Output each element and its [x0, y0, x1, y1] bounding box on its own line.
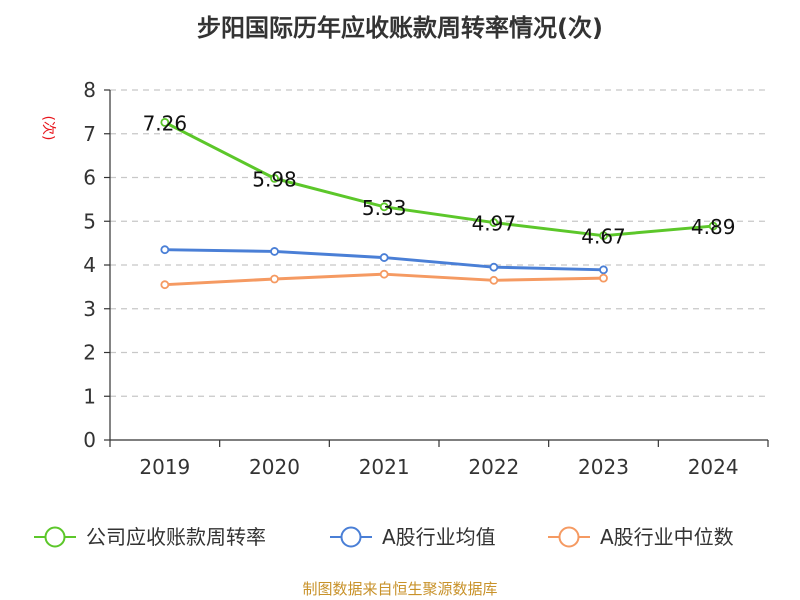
- gridlines: [110, 89, 768, 397]
- y-axis-unit: (次): [40, 116, 56, 141]
- legend-marker: [558, 526, 580, 548]
- data-point: [379, 269, 389, 279]
- data-point: [599, 265, 608, 275]
- x-tick-label: 2024: [688, 455, 739, 479]
- data-point: [270, 247, 279, 256]
- data-label: 7.26: [143, 111, 188, 135]
- x-tick-label: 2020: [249, 455, 300, 479]
- x-tick-label: 2022: [468, 455, 519, 479]
- source-note: 制图数据来自恒生聚源数据库: [302, 580, 497, 598]
- data-point: [270, 173, 279, 183]
- y-tick-label: 7: [83, 122, 96, 146]
- y-tick-labels: 0 1 2 3 4 5 6 7 8: [83, 78, 96, 452]
- data-point: [379, 253, 389, 262]
- y-tick-label: 2: [83, 341, 96, 365]
- axes: [104, 89, 769, 447]
- data-label: 4.89: [691, 215, 736, 239]
- x-tick-label: 2023: [578, 455, 629, 479]
- legend-label: 公司应收账款周转率: [86, 525, 266, 549]
- y-tick-label: 0: [83, 428, 96, 452]
- data-point: [489, 218, 499, 227]
- data-label: 4.97: [472, 212, 517, 236]
- data-point: [160, 117, 170, 127]
- legend-item-0: 公司应收账款周转率: [34, 525, 266, 549]
- legend-item-1: A股行业均值: [330, 525, 496, 549]
- data-point: [599, 273, 608, 283]
- y-tick-label: 1: [83, 384, 96, 408]
- legend-label: A股行业均值: [382, 525, 496, 549]
- legend-marker: [44, 526, 66, 548]
- series-1: [160, 245, 608, 275]
- data-label: 5.98: [252, 167, 297, 191]
- legend-item-2: A股行业中位数: [548, 525, 734, 549]
- chart-title: 步阳国际历年应收账款周转率情况(次): [197, 14, 603, 42]
- legend-marker: [340, 526, 362, 548]
- data-point: [160, 280, 170, 290]
- data-point: [160, 245, 170, 255]
- series-2: [160, 269, 608, 290]
- data-point: [489, 275, 499, 285]
- data-point: [489, 262, 499, 272]
- series-0: [160, 117, 718, 241]
- legend-label: A股行业中位数: [600, 525, 734, 549]
- y-tick-label: 3: [83, 297, 96, 321]
- x-tick-label: 2019: [139, 455, 190, 479]
- data-label: 5.33: [362, 196, 407, 220]
- legend: 公司应收账款周转率 A股行业均值 A股行业中位数: [34, 525, 734, 549]
- y-tick-label: 8: [83, 78, 96, 102]
- series-line: [163, 120, 715, 238]
- x-tick-labels: 2019 2020 2021 2022 2023 2024: [139, 455, 738, 479]
- data-point: [270, 274, 279, 284]
- data-label: 4.67: [581, 225, 626, 249]
- y-tick-label: 5: [83, 209, 96, 233]
- series-lines: [160, 117, 718, 290]
- data-point: [708, 221, 718, 231]
- data-point: [599, 231, 608, 241]
- data-point: [379, 202, 389, 212]
- y-tick-label: 6: [83, 166, 96, 190]
- data-labels: 7.26 5.98 5.33 4.97 4.67 4.89: [143, 111, 736, 248]
- x-tick-label: 2021: [359, 455, 410, 479]
- y-tick-label: 4: [83, 253, 96, 277]
